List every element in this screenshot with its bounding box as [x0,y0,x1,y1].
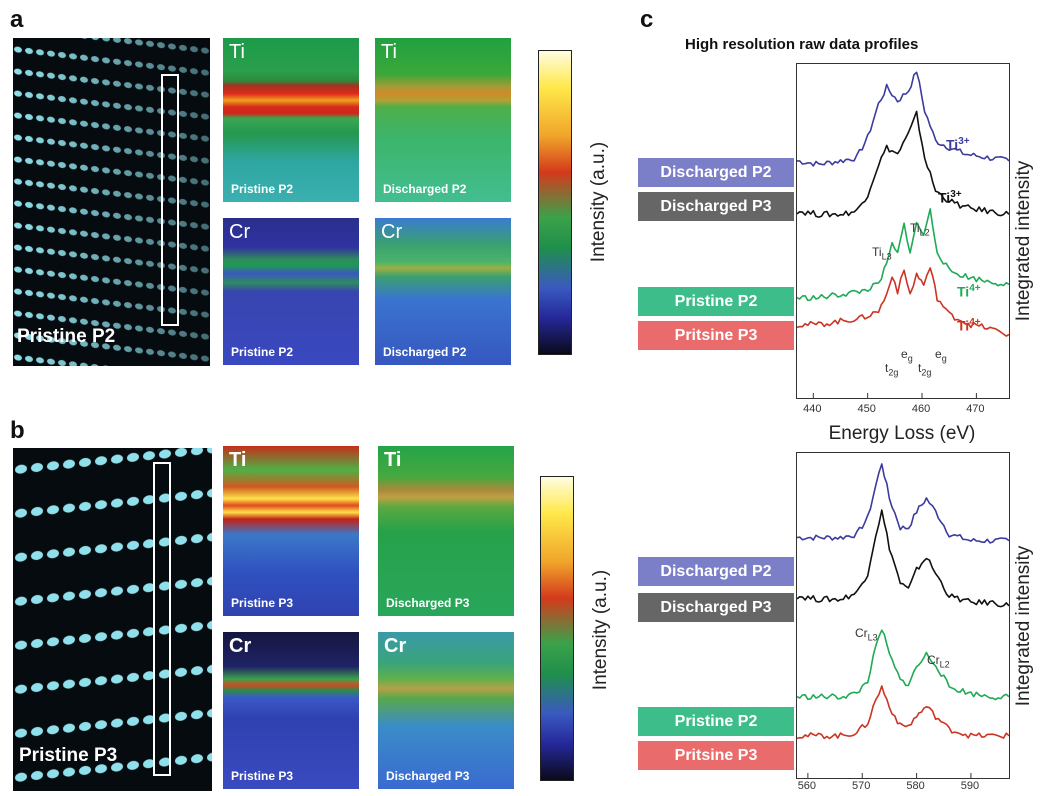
map-element: Ti [381,41,397,63]
colorbar-b [540,476,574,781]
cr-series-discharged-p2 [797,463,1009,544]
cr-y-axis-label: Integrated intensity [1013,545,1034,707]
map-caption: Discharged P3 [386,596,470,610]
annotation-eg-l2: eg [935,347,947,364]
annotation-cr-l2: CrL2 [927,653,950,670]
stem-image-pristine-p3: Pristine P3 [13,448,212,791]
ion-label-ti3-p3: Ti3+ [938,189,962,206]
annotation-eg-l3: eg [901,347,913,364]
map-cr-pristine-p2: Cr Pristine P2 [223,218,359,365]
stem-selection-box [161,74,179,326]
legend-tag-pristine-p3: Pritsine P3 [638,321,794,350]
ti-x-tick-label: 440 [803,403,822,415]
ti-series-discharged-p2 [797,71,1009,167]
ti-x-tick-label: 470 [966,403,985,415]
map-element: Ti [229,41,245,63]
map-ti-pristine-p3: Ti Pristine P3 [223,446,359,616]
stem-label: Pristine P2 [17,326,116,347]
cr-x-tick-label: 570 [852,780,871,792]
ti-series-pristine-p2 [797,208,1009,302]
panel-label-a: a [10,6,24,33]
colorbar-a [538,50,572,355]
map-element: Cr [381,221,403,243]
annotation-t2g-l3: t2g [885,361,899,378]
map-element: Ti [229,449,247,471]
cr-series-discharged-p3 [797,509,1009,608]
annotation-t2g-l2: t2g [918,361,932,378]
legend-tag-discharged-p2: Discharged P2 [638,158,794,187]
legend-tag-pristine-p2: Pristine P2 [638,707,794,736]
legend-tag-pristine-p3: Pritsine P3 [638,741,794,770]
ti-y-axis-label: Integrated intensity [1013,160,1034,322]
annotation-cr-l3: CrL3 [855,626,878,643]
map-cr-discharged-p2: Cr Discharged P2 [375,218,511,365]
annotation-ti-l2: TiL2 [910,221,930,238]
legend-tag-pristine-p2: Pristine P2 [638,287,794,316]
colorbar-label-a: Intensity (a.u.) [588,141,609,263]
map-caption: Pristine P3 [231,596,294,610]
stem-lattice [13,448,212,791]
ion-label-ti4-p3: Ti4+ [957,317,981,334]
map-caption: Pristine P2 [231,182,294,196]
legend-tag-discharged-p3: Discharged P3 [638,192,794,221]
ion-label-ti3-p2: Ti3+ [946,136,970,153]
stem-image-pristine-p2: Pristine P2 [13,38,210,366]
ti-x-axis-label: Energy Loss (eV) [828,423,976,444]
ti-plot-frame [796,63,1010,399]
panel-label-c: c [640,6,654,33]
cr-plot-frame [796,452,1010,779]
cr-series-pristine-p2 [797,629,1009,701]
map-ti-discharged-p2: Ti Discharged P2 [375,38,511,202]
cr-x-tick-label: 590 [960,780,980,792]
legend-tag-discharged-p3: Discharged P3 [638,593,794,622]
map-caption: Discharged P2 [383,345,467,359]
map-ti-pristine-p2: Ti Pristine P2 [223,38,359,202]
map-ti-discharged-p3: Ti Discharged P3 [378,446,514,616]
legend-tag-discharged-p2: Discharged P2 [638,557,794,586]
panel-c-title: High resolution raw data profiles [685,36,919,53]
ti-spectra [797,71,1009,398]
cr-series-pristine-p3 [797,685,1009,740]
cr-x-tick-label: 560 [797,780,817,792]
ti-x-ticks: 440 450 460 470 [796,403,1008,419]
map-element: Ti [384,449,402,471]
map-element: Cr [384,635,407,657]
stem-selection-box [153,462,171,776]
map-caption: Discharged P2 [383,182,467,196]
annotation-ti-l3: TiL3 [872,245,892,262]
map-caption: Discharged P3 [386,769,470,783]
cr-spectra [797,463,1009,778]
panel-label-b: b [10,417,25,444]
stem-label: Pristine P3 [19,745,118,766]
ti-x-tick-label: 450 [857,403,876,415]
map-cr-pristine-p3: Cr Pristine P3 [223,632,359,789]
stem-lattice [13,38,210,366]
cr-x-tick-label: 580 [906,780,925,792]
ion-label-ti4-p2: Ti4+ [957,283,981,300]
map-element: Cr [229,221,251,243]
colorbar-label-b: Intensity (a.u.) [590,569,611,691]
ti-series-pristine-p3 [797,267,1009,337]
map-element: Cr [229,635,252,657]
ti-x-tick-label: 460 [911,403,931,415]
map-caption: Pristine P3 [231,769,294,783]
ti-series-discharged-p3 [797,110,1009,218]
cr-x-ticks: 560 570 580 590 [796,780,1008,796]
map-caption: Pristine P2 [231,345,294,359]
map-cr-discharged-p3: Cr Discharged P3 [378,632,514,789]
